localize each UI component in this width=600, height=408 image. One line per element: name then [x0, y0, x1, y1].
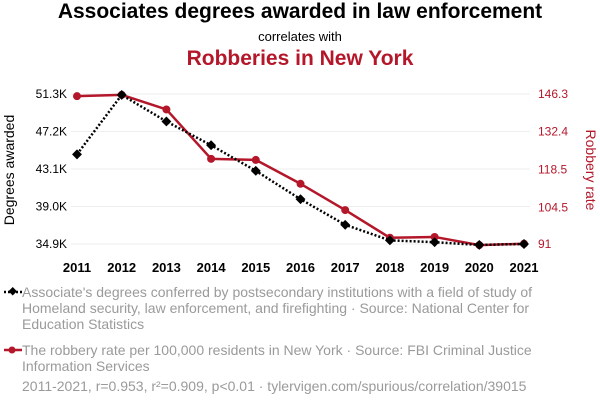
x-tick-label: 2013 [152, 260, 181, 275]
line-chart: Degrees awarded Robbery rate 34.9K 39.0K 4… [1, 87, 599, 275]
legend-swatch-diamond-icon [4, 287, 22, 296]
y-tick-label-right: 91 [538, 237, 552, 251]
legend-swatch-circle-icon [4, 346, 22, 354]
series1-point [250, 165, 261, 176]
legend-text-series2: The robbery rate per 100,000 residents i… [22, 342, 532, 374]
series2-point [341, 206, 350, 215]
series1-point [340, 219, 351, 230]
y-axis-label-left: Degrees awarded [1, 115, 17, 226]
series1-line [76, 93, 525, 247]
series2-point [73, 92, 81, 101]
y-tick-label-right: 146.3 [538, 87, 568, 101]
x-tick-label: 2015 [241, 260, 270, 275]
chart-title: Associates degrees awarded in law enforc… [57, 0, 543, 23]
chart-subtitle: correlates with [258, 29, 342, 44]
series1-point [206, 140, 217, 151]
series2-point [430, 232, 439, 241]
series1-point [519, 239, 529, 249]
series-layer [72, 89, 529, 250]
x-tick-label: 2012 [107, 260, 136, 275]
series2-line [76, 93, 525, 247]
series1-point [295, 194, 306, 205]
x-tick-label: 2011 [63, 260, 91, 275]
series2-point [296, 179, 305, 188]
y-tick-label-left: 43.1K [36, 162, 67, 176]
series1-point [116, 89, 127, 100]
series2-point [251, 155, 260, 164]
x-tick-label: 2014 [197, 260, 227, 275]
y-tick-label-left: 51.3K [36, 87, 67, 101]
series2-point [207, 154, 216, 163]
y-tick-label-left: 34.9K [36, 237, 67, 251]
series2-point [162, 105, 171, 114]
y-tick-label-right: 132.4 [538, 125, 568, 139]
x-tick-label: 2021 [510, 260, 539, 275]
x-tick-label: 2020 [465, 260, 494, 275]
series1-point [72, 149, 82, 160]
x-tick-label: 2016 [286, 260, 315, 275]
axes-layer: Degrees awarded Robbery rate 34.9K 39.0K 4… [1, 87, 599, 275]
series1-point [429, 237, 440, 248]
x-tick-label: 2019 [420, 260, 449, 275]
y-tick-label-right: 118.5 [538, 162, 567, 176]
y-tick-label-left: 47.2K [36, 125, 67, 139]
series1-point [384, 235, 395, 246]
footer-stats: 2011-2021, r=0.953, r²=0.909, p<0.01 · t… [22, 378, 527, 394]
chart-title-secondary: Robberies in New York [186, 47, 414, 70]
y-tick-label-left: 39.0K [36, 200, 67, 214]
legend-text-series1: Associate's degrees conferred by postsec… [22, 284, 533, 332]
x-tick-label: 2018 [375, 260, 404, 275]
grid-layer [71, 93, 530, 245]
series1-point [161, 116, 172, 127]
y-tick-label-right: 104.5 [538, 200, 568, 214]
y-axis-label-right: Robbery rate [583, 130, 599, 211]
series1-point [474, 239, 485, 250]
x-tick-label: 2017 [331, 260, 360, 275]
